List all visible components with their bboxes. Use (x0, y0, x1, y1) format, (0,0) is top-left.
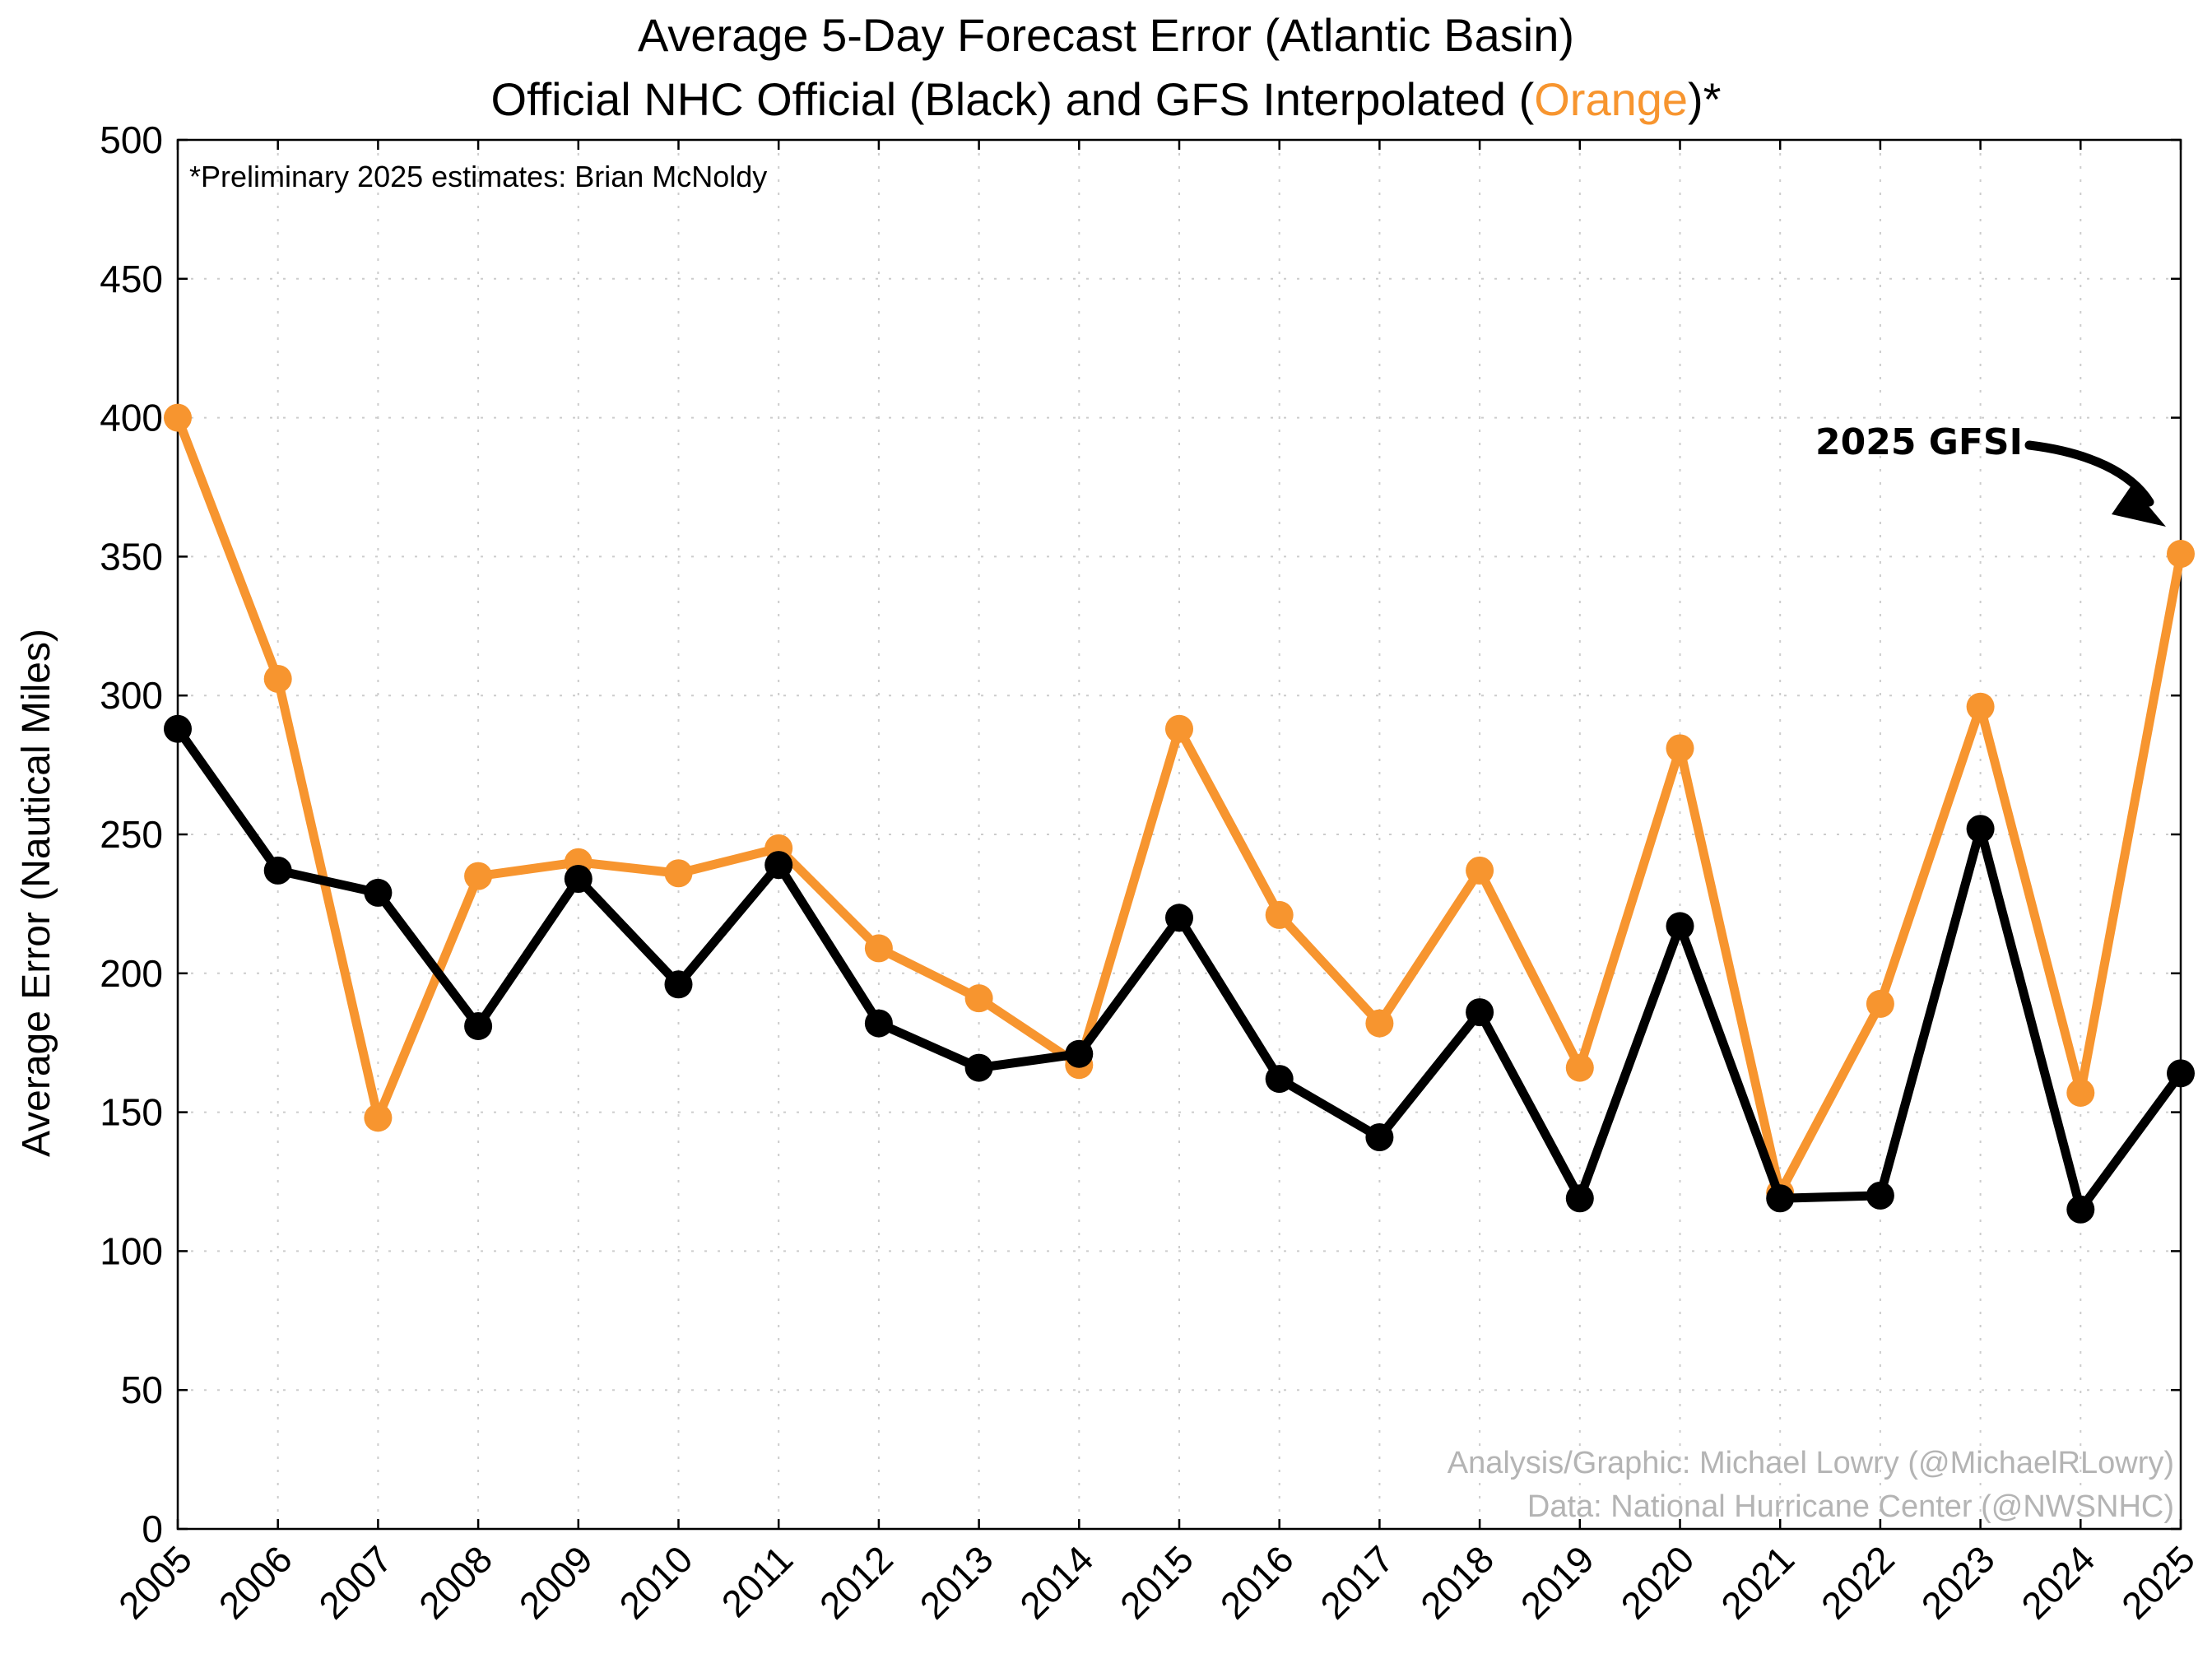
point-gfsi-2012 (864, 934, 893, 963)
y-tick-label: 150 (100, 1091, 163, 1134)
x-tick-label: 2010 (611, 1537, 700, 1627)
point-official-2014 (1065, 1039, 1094, 1068)
credit-analysis: Analysis/Graphic: Michael Lowry (@Michae… (1448, 1446, 2174, 1480)
y-tick-label: 50 (121, 1368, 163, 1411)
subtitle-prefix: Official NHC Official (Black) and GFS In… (491, 73, 1535, 125)
grid (178, 140, 2181, 1529)
point-gfsi-2007 (364, 1103, 393, 1132)
point-gfsi-2005 (164, 403, 192, 432)
point-official-2020 (1666, 912, 1694, 941)
y-tick-label: 350 (100, 535, 163, 578)
x-tick-label: 2009 (511, 1537, 601, 1627)
point-official-2023 (1966, 815, 1995, 843)
subtitle-highlight: Orange (1534, 73, 1688, 125)
point-gfsi-2020 (1666, 734, 1694, 763)
point-official-2009 (564, 865, 592, 894)
x-axis: 2005 2006 2007 2008 2009 2010 2011 2012 2013 2014… (110, 140, 2203, 1627)
point-official-2021 (1766, 1184, 1795, 1213)
x-tick-label: 2006 (211, 1537, 300, 1627)
x-tick-label: 2017 (1312, 1537, 1401, 1627)
point-official-2015 (1165, 904, 1193, 932)
x-tick-label: 2014 (1011, 1537, 1101, 1627)
y-tick-label: 200 (100, 952, 163, 995)
subtitle-suffix: )* (1688, 73, 1721, 125)
chart-title: Average 5-Day Forecast Error (Atlantic B… (638, 9, 1574, 61)
x-tick-label: 2008 (411, 1537, 500, 1627)
point-official-2013 (964, 1053, 993, 1082)
point-official-2025 (2167, 1059, 2195, 1088)
x-tick-label: 2007 (310, 1537, 400, 1627)
x-tick-label: 2020 (1612, 1537, 1702, 1627)
x-tick-label: 2023 (1913, 1537, 2003, 1627)
x-tick-label: 2015 (1112, 1537, 1201, 1627)
credit-data: Data: National Hurricane Center (@NWSNHC… (1527, 1489, 2174, 1524)
point-gfsi-2006 (263, 664, 292, 693)
y-tick-label: 0 (142, 1508, 163, 1550)
annotation-arrow (2024, 440, 2154, 507)
point-gfsi-2022 (1866, 989, 1894, 1018)
series (164, 403, 2195, 1224)
x-tick-label: 2005 (110, 1537, 200, 1627)
y-tick-label: 500 (100, 118, 163, 161)
point-official-2022 (1866, 1181, 1894, 1210)
series-official (164, 714, 2195, 1224)
point-gfsi-2024 (2066, 1078, 2095, 1107)
series-line-official (174, 726, 2185, 1215)
point-official-2017 (1365, 1122, 1394, 1151)
x-tick-label: 2016 (1212, 1537, 1302, 1627)
point-gfsi-2010 (664, 859, 693, 888)
x-tick-label: 2022 (1813, 1537, 1903, 1627)
y-axis-label: Average Error (Nautical Miles) (15, 629, 58, 1157)
annotation-2025-gfsi: 2025 GFSI (1815, 421, 2166, 527)
x-tick-label: 2018 (1412, 1537, 1502, 1627)
point-official-2012 (864, 1009, 893, 1038)
point-gfsi-2018 (1466, 856, 1494, 885)
point-gfsi-2013 (964, 984, 993, 1013)
y-axis: 0 50 100 150 200 250 300 350 400 450 500 (100, 118, 2181, 1550)
x-tick-label: 2021 (1712, 1537, 1802, 1627)
point-gfsi-2025 (2167, 540, 2195, 569)
point-gfsi-2023 (1966, 692, 1995, 721)
x-tick-label: 2011 (713, 1537, 802, 1625)
point-official-2008 (464, 1011, 493, 1040)
point-official-2019 (1565, 1184, 1594, 1213)
point-official-2024 (2066, 1195, 2095, 1224)
y-tick-label: 450 (100, 258, 163, 300)
point-gfsi-2015 (1165, 714, 1193, 743)
y-tick-label: 300 (100, 674, 163, 717)
series-gfsi (164, 403, 2195, 1207)
point-official-2018 (1466, 998, 1494, 1027)
y-tick-label: 250 (100, 813, 163, 856)
x-tick-label: 2025 (2113, 1537, 2203, 1627)
point-gfsi-2016 (1265, 900, 1294, 929)
point-official-2006 (263, 856, 292, 885)
point-official-2010 (664, 970, 693, 999)
annotation-text: 2025 GFSI (1815, 421, 2023, 463)
x-tick-label: 2019 (1513, 1537, 1602, 1627)
x-tick-label: 2013 (912, 1537, 1001, 1627)
point-official-2005 (164, 714, 192, 743)
annotation-arrowhead (2112, 486, 2166, 527)
y-tick-label: 100 (100, 1229, 163, 1272)
point-official-2007 (364, 878, 393, 907)
y-tick-label: 400 (100, 397, 163, 439)
point-gfsi-2019 (1565, 1053, 1594, 1082)
point-official-2011 (764, 851, 793, 880)
x-tick-label: 2012 (811, 1537, 901, 1627)
chart-subtitle: Official NHC Official (Black) and GFS In… (491, 73, 1722, 125)
preliminary-note: *Preliminary 2025 estimates: Brian McNol… (189, 160, 767, 193)
point-official-2016 (1265, 1065, 1294, 1094)
point-gfsi-2008 (464, 862, 493, 890)
x-tick-label: 2024 (2013, 1537, 2103, 1627)
point-gfsi-2017 (1365, 1009, 1394, 1038)
